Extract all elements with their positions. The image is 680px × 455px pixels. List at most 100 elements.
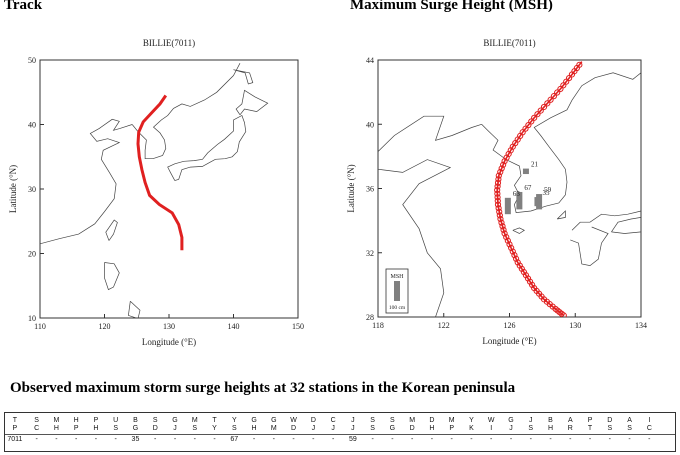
msh-map-title: BILLIE(7011) bbox=[483, 38, 535, 48]
table-header-cell: P bbox=[449, 425, 455, 432]
track-marker bbox=[498, 219, 505, 226]
coastline bbox=[131, 63, 241, 160]
table-cell: - bbox=[35, 436, 38, 443]
track-marker bbox=[500, 226, 507, 233]
coastline bbox=[378, 159, 452, 317]
table-cell: - bbox=[173, 436, 177, 443]
msh-station-label: 35 bbox=[542, 189, 550, 197]
table-header-cell: S bbox=[370, 417, 375, 424]
table-cell: - bbox=[470, 436, 473, 443]
msh-station-label: 21 bbox=[531, 161, 539, 169]
table-cell: - bbox=[490, 436, 493, 443]
table-cell: - bbox=[371, 436, 374, 443]
table-header-cell: I bbox=[648, 417, 651, 424]
coastline bbox=[105, 219, 118, 241]
table-header-cell: D bbox=[409, 425, 415, 432]
coastline bbox=[481, 72, 641, 213]
track-coastlines bbox=[40, 63, 269, 318]
table-header-cell: S bbox=[370, 425, 375, 432]
track-marker bbox=[554, 89, 561, 96]
table-header-cell: J bbox=[509, 425, 513, 432]
msh-panel-title: Maximum Surge Height (MSH) bbox=[350, 0, 553, 13]
table-header-cell: H bbox=[93, 425, 99, 432]
track-ytick-label: 50 bbox=[28, 56, 36, 65]
msh-xtick-label: 126 bbox=[504, 321, 516, 330]
track-marker bbox=[509, 248, 516, 255]
table-header-cell: S bbox=[528, 425, 534, 432]
table-cell: - bbox=[114, 436, 117, 443]
table-header-cell: M bbox=[270, 425, 277, 432]
track-xtick-label: 150 bbox=[292, 322, 304, 331]
table-header-cell: T bbox=[587, 425, 593, 432]
table-header-cell: A bbox=[627, 417, 632, 424]
track-panel-title: Track bbox=[4, 0, 43, 13]
table-header-cell: P bbox=[93, 417, 99, 424]
table-header-cell: W bbox=[487, 417, 495, 424]
table-header-cell: T bbox=[12, 417, 18, 424]
table-header-cell: T bbox=[212, 417, 217, 424]
track-marker bbox=[497, 168, 504, 176]
track-marker bbox=[512, 255, 520, 262]
table-header-cell: H bbox=[251, 425, 257, 432]
msh-xtick-label: 122 bbox=[438, 321, 450, 330]
track-xtick-label: 120 bbox=[99, 322, 111, 331]
table-header-cell: D bbox=[429, 417, 435, 424]
table-cell: - bbox=[569, 436, 572, 443]
table-header-cell: Y bbox=[469, 417, 474, 424]
track-marker bbox=[501, 230, 508, 237]
table-header-cell: P bbox=[12, 425, 18, 432]
msh-station-bar bbox=[522, 168, 529, 175]
track-xtick-label: 130 bbox=[163, 322, 175, 331]
msh-station-bar bbox=[534, 197, 541, 207]
table-header-cell: J bbox=[173, 425, 177, 432]
track-marker bbox=[503, 233, 510, 241]
track-marker bbox=[537, 107, 544, 114]
track-xlabel: Longitude (°E) bbox=[142, 337, 196, 347]
coastline bbox=[104, 262, 120, 291]
coastline bbox=[235, 89, 269, 116]
table-header-cell: I bbox=[490, 425, 493, 432]
table-cell: 67 bbox=[230, 436, 239, 443]
msh-ytick-label: 40 bbox=[366, 120, 374, 129]
table-header-cell: S bbox=[231, 425, 237, 432]
coastline bbox=[167, 115, 247, 181]
table-cell: - bbox=[549, 436, 552, 443]
track-markers bbox=[494, 61, 583, 317]
track-marker bbox=[540, 103, 548, 111]
table-cell: - bbox=[154, 436, 157, 443]
track-ytick-label: 40 bbox=[28, 121, 36, 130]
table-header-cell: S bbox=[607, 425, 613, 432]
table-cell: - bbox=[391, 436, 394, 443]
table-header-cell: S bbox=[34, 417, 39, 424]
table-cell: - bbox=[193, 436, 196, 443]
table-cell: - bbox=[410, 436, 414, 443]
table-cell: - bbox=[55, 436, 58, 443]
track-ylabel: Latitude (°N) bbox=[8, 165, 18, 213]
msh-station-bar bbox=[516, 191, 523, 210]
table-header-cell: D bbox=[152, 425, 158, 432]
track-ytick-label: 10 bbox=[28, 314, 36, 323]
table-header-cell: Y bbox=[212, 425, 217, 432]
track-marker bbox=[544, 100, 551, 107]
map-figures: 110 120 130 140 150 10 20 30 40 50 BILLIE(7011) Lon… bbox=[8, 38, 647, 347]
table-cell: - bbox=[213, 436, 216, 443]
table-header-cell: H bbox=[73, 417, 79, 424]
table-header-cell: P bbox=[587, 417, 593, 424]
table-header-cell: C bbox=[330, 417, 336, 424]
track-marker bbox=[547, 96, 554, 103]
coastline bbox=[378, 115, 482, 152]
msh-ytick-label: 36 bbox=[366, 185, 374, 194]
table-header-cell: M bbox=[53, 417, 60, 424]
table-header-cell: J bbox=[351, 417, 355, 424]
table-header-cell: S bbox=[192, 425, 198, 432]
table-header-cell: G bbox=[271, 417, 277, 424]
table-header-cell: S bbox=[152, 417, 158, 424]
table-cell: - bbox=[252, 436, 256, 443]
msh-legend-bar bbox=[394, 281, 400, 301]
table-header-cell: S bbox=[390, 417, 395, 424]
msh-station-label: 67 bbox=[524, 184, 532, 192]
track-xtick-label: 110 bbox=[34, 322, 46, 331]
table-header-cell: Y bbox=[231, 417, 237, 424]
table-header-cell: S bbox=[113, 425, 119, 432]
table-header-cell: M bbox=[409, 417, 416, 424]
